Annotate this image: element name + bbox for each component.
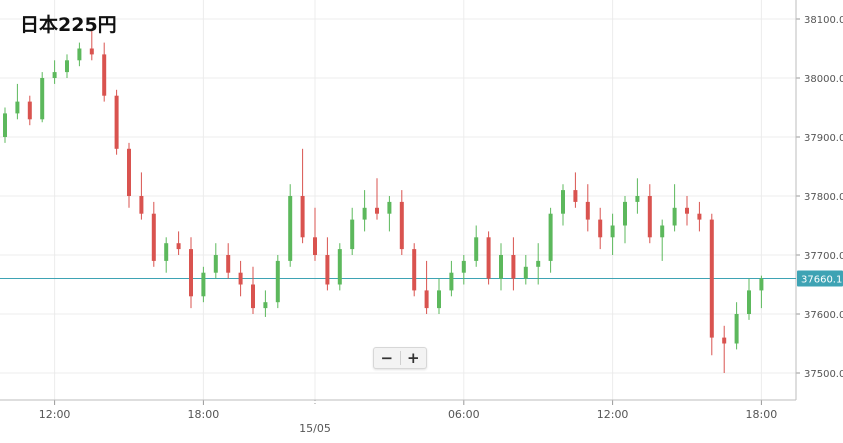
candle-body-down [573, 190, 578, 202]
candle-body-up [461, 260, 466, 273]
zoom-divider [399, 351, 401, 365]
candle-body-down [313, 237, 317, 255]
candle-body-up [275, 260, 280, 303]
candle-body-down [226, 255, 231, 273]
candle-body-up [499, 255, 503, 279]
x-tick-label: 15/05 [299, 422, 331, 435]
y-tick-label: 38100.0 [804, 15, 843, 26]
candle-body-up [213, 255, 218, 273]
y-tick-label: 38000.0 [804, 74, 843, 85]
candle-body-up [660, 225, 665, 238]
y-tick-label: 37600.0 [804, 310, 843, 321]
candle-body-up [561, 190, 565, 214]
candle-body-down [585, 201, 590, 220]
candle-body-up [610, 225, 615, 238]
candle-body-down [176, 243, 181, 250]
candle-body-down [127, 148, 131, 196]
candle-body-down [709, 219, 714, 338]
candle-body-down [151, 213, 156, 261]
candle-body-down [27, 101, 32, 120]
candle-body-up [350, 219, 355, 250]
candle-body-up [759, 278, 764, 291]
x-tick-label: 18:00 [746, 408, 778, 421]
x-tick-label: 12:00 [39, 408, 71, 421]
candle-body-up [362, 207, 367, 220]
candle-body-up [474, 237, 479, 261]
candle-body-up [201, 272, 206, 297]
candle-body-down [139, 196, 144, 214]
candle-body-down [647, 196, 652, 238]
candle-body-up [747, 290, 751, 314]
candle-body-down [375, 207, 379, 214]
candle-body-down [325, 255, 330, 285]
candle-body-up [15, 101, 20, 114]
y-tick-label: 37900.0 [804, 133, 843, 144]
x-tick-label: 06:00 [448, 408, 480, 421]
candle-body-down [424, 290, 429, 309]
candle-body-up [449, 272, 454, 291]
candle-body-up [77, 48, 82, 61]
candle-body-down [238, 272, 243, 285]
candle-body-up [65, 60, 69, 73]
x-tick-label: 18:00 [188, 408, 220, 421]
candle-body-down [598, 219, 603, 238]
candle-body-down [189, 249, 193, 297]
candle-body-down [102, 54, 107, 96]
candle-body-up [523, 266, 528, 279]
candle-body-up [387, 201, 392, 214]
zoom-in-button[interactable]: + [401, 348, 427, 368]
y-tick-label: 37800.0 [804, 192, 843, 203]
candle-body-up [437, 290, 441, 309]
zoom-control: − + [373, 347, 427, 369]
candle-body-up [337, 249, 342, 285]
zoom-out-button[interactable]: − [374, 348, 400, 368]
candle-body-down [412, 249, 417, 291]
chart-title: 日本225円 [20, 14, 117, 36]
candle-body-down [399, 201, 404, 250]
candle-body-up [40, 78, 45, 120]
candle-body-up [263, 302, 268, 309]
candle-body-down [300, 196, 305, 238]
current-price-badge [797, 270, 843, 287]
candle-body-up [672, 207, 677, 226]
candle-body-up [3, 113, 7, 137]
candle-body-up [623, 201, 627, 226]
candle-body-down [685, 207, 689, 214]
candle-body-down [486, 237, 491, 279]
candle-body-up [288, 196, 293, 261]
candle-body-up [536, 260, 541, 267]
candle-body-down [697, 213, 702, 220]
y-tick-label: 37700.0 [804, 251, 843, 262]
candle-body-down [722, 337, 727, 344]
candle-body-up [548, 213, 553, 261]
candle-body-up [164, 243, 169, 261]
candle-body-up [734, 314, 739, 344]
candle-body-up [635, 196, 640, 202]
candle-body-down [251, 284, 255, 309]
candle-body-up [52, 72, 57, 78]
y-tick-label: 37500.0 [804, 369, 843, 380]
candle-body-down [89, 48, 94, 55]
x-tick-label: 12:00 [597, 408, 629, 421]
candle-body-down [511, 255, 516, 279]
candle-body-down [114, 95, 119, 149]
current-price-label: 37660.1 [801, 275, 842, 286]
